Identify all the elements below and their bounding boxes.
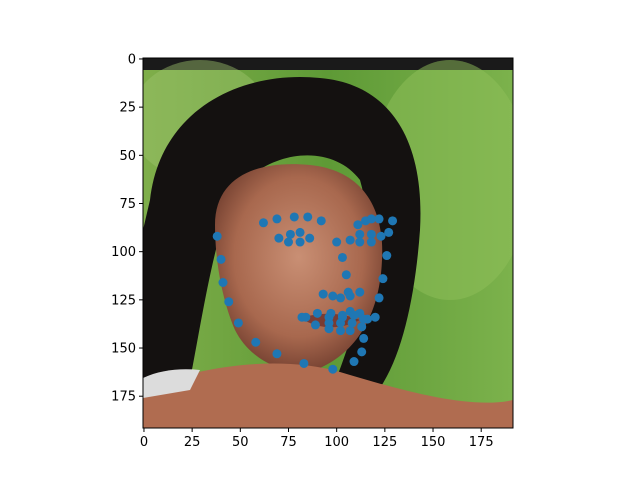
landmark-point bbox=[336, 318, 346, 328]
y-tick-label: 75 bbox=[119, 197, 136, 212]
y-tick-label: 100 bbox=[111, 245, 136, 260]
landmark-point bbox=[382, 251, 392, 261]
landmark-point bbox=[357, 347, 367, 357]
landmark-point bbox=[303, 212, 313, 222]
landmark-point bbox=[212, 231, 222, 241]
landmark-point bbox=[251, 337, 261, 347]
landmark-point bbox=[355, 287, 365, 297]
y-tick-label: 150 bbox=[111, 342, 136, 357]
landmark-point bbox=[283, 237, 293, 247]
landmark-point bbox=[366, 229, 376, 239]
landmark-point bbox=[272, 349, 282, 359]
axes-frame bbox=[142, 57, 514, 429]
x-tick-label: 150 bbox=[421, 435, 446, 450]
landmark-point bbox=[349, 310, 359, 320]
landmark-point bbox=[359, 314, 369, 324]
landmark-point bbox=[353, 220, 363, 230]
landmark-point bbox=[316, 216, 326, 226]
landmark-point bbox=[224, 297, 234, 307]
landmark-point bbox=[310, 320, 320, 330]
landmark-point bbox=[374, 293, 384, 303]
landmark-point bbox=[301, 312, 311, 322]
landmark-point bbox=[355, 237, 365, 247]
landmark-point bbox=[328, 364, 338, 374]
landmark-point bbox=[374, 214, 384, 224]
landmark-point bbox=[366, 237, 376, 247]
y-tick-label: 25 bbox=[119, 101, 136, 116]
landmark-point bbox=[295, 227, 305, 237]
landmark-point bbox=[258, 218, 268, 228]
landmark-point bbox=[318, 289, 328, 299]
ticks: 0 25 50 75 100 125 150 175 0 25 50 75 100 125 150 175 bbox=[111, 52, 493, 450]
landmark-point bbox=[218, 278, 228, 288]
landmark-point bbox=[332, 237, 342, 247]
landmark-point bbox=[347, 318, 357, 328]
x-tick-label: 0 bbox=[140, 435, 148, 450]
x-tick-label: 50 bbox=[232, 435, 249, 450]
y-tick-label: 125 bbox=[111, 293, 136, 308]
landmark-point bbox=[295, 237, 305, 247]
landmark-point bbox=[376, 231, 386, 241]
x-tick-label: 25 bbox=[184, 435, 201, 450]
landmark-point bbox=[359, 333, 369, 343]
landmark-point bbox=[345, 291, 355, 301]
y-tick-label: 175 bbox=[111, 390, 136, 405]
landmark-point bbox=[357, 322, 367, 332]
x-tick-label: 100 bbox=[324, 435, 349, 450]
landmark-point bbox=[345, 326, 355, 336]
landmark-point bbox=[289, 212, 299, 222]
landmark-point bbox=[366, 214, 376, 224]
landmark-point bbox=[336, 326, 346, 336]
landmark-point bbox=[324, 318, 334, 328]
x-tick-label: 175 bbox=[469, 435, 494, 450]
x-tick-label: 125 bbox=[372, 435, 397, 450]
landmark-point bbox=[378, 274, 388, 284]
landmark-point bbox=[341, 270, 351, 280]
landmark-point bbox=[216, 254, 226, 264]
landmark-points bbox=[212, 212, 398, 374]
landmark-point bbox=[336, 293, 346, 303]
landmark-point bbox=[384, 227, 394, 237]
landmark-point bbox=[272, 214, 282, 224]
landmark-point bbox=[285, 229, 295, 239]
landmark-point bbox=[345, 235, 355, 245]
landmark-point bbox=[388, 216, 398, 226]
landmark-point bbox=[305, 233, 315, 243]
x-tick-label: 75 bbox=[280, 435, 297, 450]
landmark-point bbox=[274, 233, 284, 243]
landmark-point bbox=[299, 358, 309, 368]
landmark-point bbox=[349, 357, 359, 367]
landmark-point bbox=[312, 308, 322, 318]
y-tick-label: 0 bbox=[128, 52, 136, 67]
y-tick-label: 50 bbox=[119, 149, 136, 164]
landmark-point bbox=[355, 229, 365, 239]
landmark-point bbox=[370, 312, 380, 322]
landmark-point bbox=[233, 318, 243, 328]
landmark-point bbox=[337, 252, 347, 262]
landmark-point bbox=[328, 291, 338, 301]
